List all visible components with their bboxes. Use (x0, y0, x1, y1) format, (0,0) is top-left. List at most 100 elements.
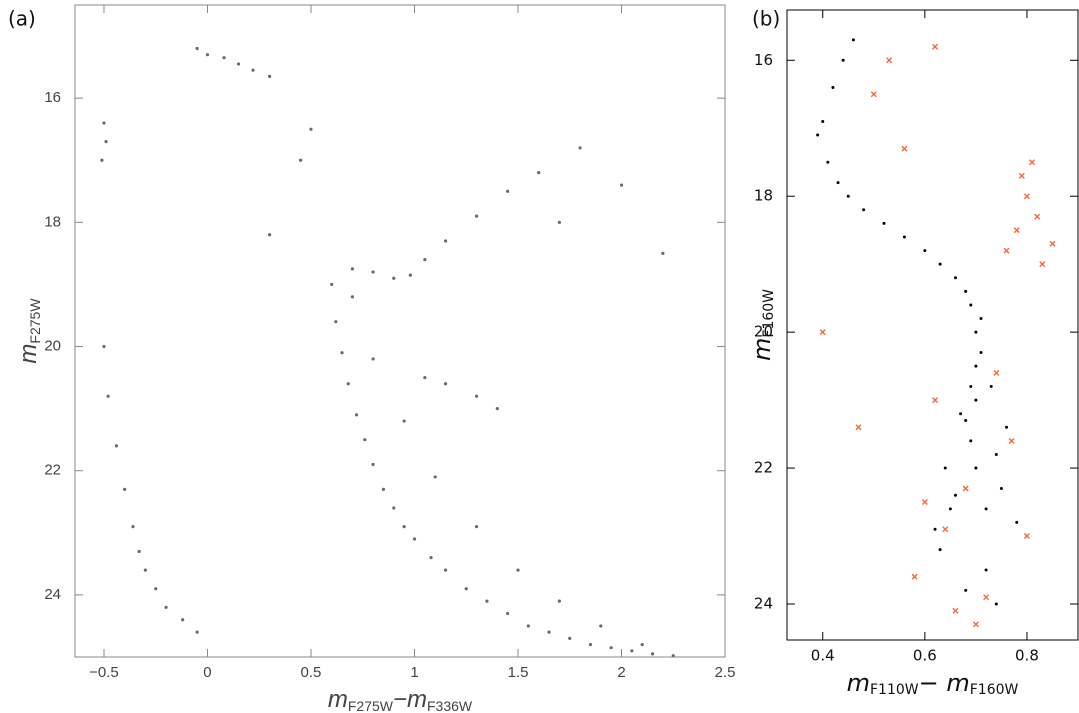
point (993, 369, 1000, 376)
point (1003, 247, 1010, 254)
point (816, 133, 820, 137)
point (568, 636, 572, 640)
point (137, 549, 141, 554)
y-tick-label: 18 (754, 187, 773, 205)
point (371, 357, 375, 361)
point (102, 121, 106, 125)
point (106, 394, 110, 398)
point (640, 642, 644, 647)
point (974, 398, 978, 402)
point (547, 630, 551, 634)
point (195, 46, 199, 51)
point (371, 270, 375, 274)
point (1034, 213, 1041, 220)
point (516, 568, 520, 572)
point (619, 183, 624, 187)
point (114, 444, 119, 448)
point (1008, 437, 1015, 444)
point (979, 317, 983, 321)
point (408, 273, 412, 277)
subscript: F336W (427, 698, 473, 713)
point (346, 382, 350, 386)
point (821, 119, 825, 123)
point (299, 158, 303, 162)
point (392, 506, 396, 510)
point (464, 587, 468, 591)
x-axis-label: mF275W−mF336W (328, 686, 473, 713)
point (363, 438, 367, 442)
label-part: − m (919, 669, 970, 697)
point (831, 85, 835, 89)
x-axis-label: mF110W− mF160W (847, 669, 1019, 698)
point (474, 394, 479, 398)
point (969, 385, 973, 389)
point (474, 525, 479, 529)
point (948, 507, 952, 511)
point (506, 611, 510, 616)
point (1049, 240, 1056, 247)
point (846, 194, 850, 198)
subscript: F110W (870, 682, 919, 698)
point (962, 485, 969, 492)
point (350, 267, 354, 271)
point (826, 160, 830, 164)
y-axis-label: mF275W (15, 298, 42, 364)
point (599, 624, 603, 628)
point (979, 351, 983, 355)
label-part: m (328, 686, 348, 713)
point (932, 397, 939, 404)
x-tick-label: 0.6 (913, 647, 937, 665)
y-tick-label: 20 (754, 323, 773, 341)
point (999, 486, 1003, 490)
point (901, 145, 908, 152)
point (943, 466, 947, 470)
y-tick-label: 24 (44, 586, 61, 603)
x-tick-label: 0.4 (811, 647, 835, 665)
point (964, 588, 968, 592)
point (974, 364, 978, 368)
point (578, 146, 582, 150)
point (942, 526, 949, 533)
x-tick-label: −0.5 (89, 664, 119, 681)
point (334, 320, 338, 324)
point (984, 507, 988, 511)
point (1039, 261, 1046, 268)
point (164, 605, 168, 609)
point (251, 68, 255, 72)
point (222, 56, 226, 60)
point (102, 344, 106, 349)
point (902, 235, 906, 239)
label-part: m (15, 344, 42, 364)
point (557, 599, 561, 603)
point (836, 181, 840, 185)
point (851, 38, 855, 42)
point (882, 221, 886, 225)
point (1023, 533, 1030, 540)
point (485, 599, 489, 603)
point (969, 439, 973, 443)
x-tick-label: 2.5 (715, 664, 736, 681)
point (923, 249, 927, 253)
label-part: −m (393, 686, 427, 713)
y-axis-label: mF160W (748, 289, 777, 361)
point (964, 289, 968, 293)
point (1005, 425, 1009, 429)
point (104, 140, 108, 144)
point (886, 57, 893, 64)
point (819, 329, 826, 336)
point (371, 462, 375, 467)
point (964, 418, 968, 422)
point (474, 214, 479, 218)
y-tick-label: 20 (44, 337, 61, 354)
point (984, 568, 988, 572)
point (921, 499, 928, 506)
point (953, 276, 957, 280)
point (1018, 172, 1025, 179)
point (911, 573, 918, 580)
x-tick-label: 0 (203, 664, 211, 681)
point (131, 525, 135, 529)
subscript: F160W (970, 682, 1019, 698)
label-part: m (847, 669, 870, 697)
y-tick-label: 16 (754, 51, 773, 69)
